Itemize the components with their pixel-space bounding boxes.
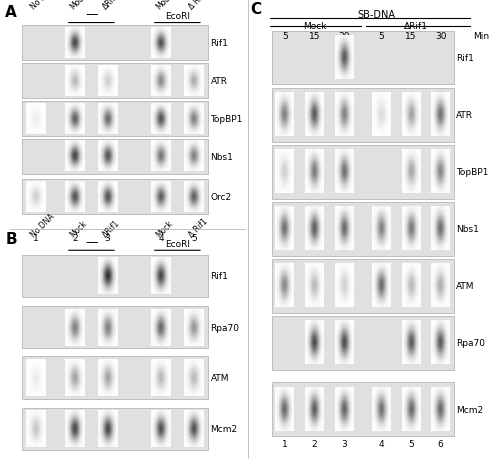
Bar bbox=[22, 26, 208, 61]
Text: Rpa70: Rpa70 bbox=[456, 339, 486, 347]
Bar bbox=[22, 64, 208, 99]
Text: Mock: Mock bbox=[68, 218, 89, 239]
Bar bbox=[22, 307, 208, 348]
Bar bbox=[272, 382, 454, 436]
Text: 5: 5 bbox=[191, 234, 196, 243]
Text: C: C bbox=[250, 2, 261, 17]
Bar bbox=[272, 202, 454, 256]
Text: —: — bbox=[85, 8, 98, 21]
Text: Mcm2: Mcm2 bbox=[210, 424, 238, 433]
Text: ΔRif1: ΔRif1 bbox=[102, 218, 122, 239]
Text: 1: 1 bbox=[32, 234, 38, 243]
Bar bbox=[272, 259, 454, 313]
Text: No DNA: No DNA bbox=[29, 211, 56, 239]
Text: Rpa70: Rpa70 bbox=[210, 323, 240, 332]
Text: Δ Rif1: Δ Rif1 bbox=[188, 0, 210, 11]
Text: ATM: ATM bbox=[210, 373, 229, 382]
Text: Orc2: Orc2 bbox=[210, 193, 232, 202]
Text: No DNA: No DNA bbox=[29, 0, 56, 11]
Text: 5: 5 bbox=[408, 439, 414, 448]
Bar bbox=[272, 146, 454, 199]
Text: ΔRif1: ΔRif1 bbox=[102, 0, 122, 11]
Bar bbox=[22, 408, 208, 450]
Text: 30: 30 bbox=[435, 32, 446, 41]
Text: 3: 3 bbox=[105, 234, 110, 243]
Text: Nbs1: Nbs1 bbox=[210, 152, 234, 162]
Text: TopBP1: TopBP1 bbox=[456, 168, 489, 177]
Text: Rif1: Rif1 bbox=[210, 272, 228, 281]
Text: EcoRI: EcoRI bbox=[165, 12, 190, 21]
Text: ATR: ATR bbox=[456, 111, 473, 120]
Bar bbox=[22, 140, 208, 175]
Text: 15: 15 bbox=[308, 32, 320, 41]
Text: Δ Rif1: Δ Rif1 bbox=[188, 216, 210, 239]
Text: 1: 1 bbox=[282, 439, 288, 448]
Text: Mock: Mock bbox=[155, 218, 175, 239]
Text: 5: 5 bbox=[378, 32, 384, 41]
Text: B: B bbox=[6, 232, 17, 247]
Text: 15: 15 bbox=[405, 32, 416, 41]
Text: 3: 3 bbox=[341, 439, 347, 448]
Bar bbox=[272, 32, 454, 85]
Bar bbox=[272, 89, 454, 142]
Text: 2: 2 bbox=[72, 234, 78, 243]
Text: 2: 2 bbox=[312, 439, 317, 448]
Text: Mock: Mock bbox=[68, 0, 89, 11]
Text: —: — bbox=[85, 235, 98, 248]
Text: Mcm2: Mcm2 bbox=[456, 405, 483, 414]
Text: Min: Min bbox=[473, 32, 489, 41]
Text: Rif1: Rif1 bbox=[456, 54, 474, 63]
Text: A: A bbox=[6, 5, 17, 20]
Text: 6: 6 bbox=[438, 439, 444, 448]
Bar bbox=[22, 101, 208, 137]
Text: 4: 4 bbox=[378, 439, 384, 448]
Text: Rif1: Rif1 bbox=[210, 39, 228, 48]
Bar bbox=[22, 357, 208, 399]
Text: ATM: ATM bbox=[456, 282, 475, 291]
Text: TopBP1: TopBP1 bbox=[210, 115, 243, 124]
Text: ΔRif1: ΔRif1 bbox=[404, 22, 428, 31]
Text: 30: 30 bbox=[338, 32, 350, 41]
Text: 5: 5 bbox=[282, 32, 288, 41]
Text: EcoRI: EcoRI bbox=[165, 240, 190, 248]
Text: 4: 4 bbox=[158, 234, 164, 243]
Text: Mock: Mock bbox=[155, 0, 175, 11]
Text: ATR: ATR bbox=[210, 77, 228, 86]
Text: Nbs1: Nbs1 bbox=[456, 225, 479, 234]
Bar bbox=[22, 179, 208, 215]
Text: SB-DNA: SB-DNA bbox=[357, 11, 395, 20]
Bar bbox=[22, 255, 208, 297]
Text: Mock: Mock bbox=[302, 22, 326, 31]
Bar bbox=[272, 316, 454, 370]
